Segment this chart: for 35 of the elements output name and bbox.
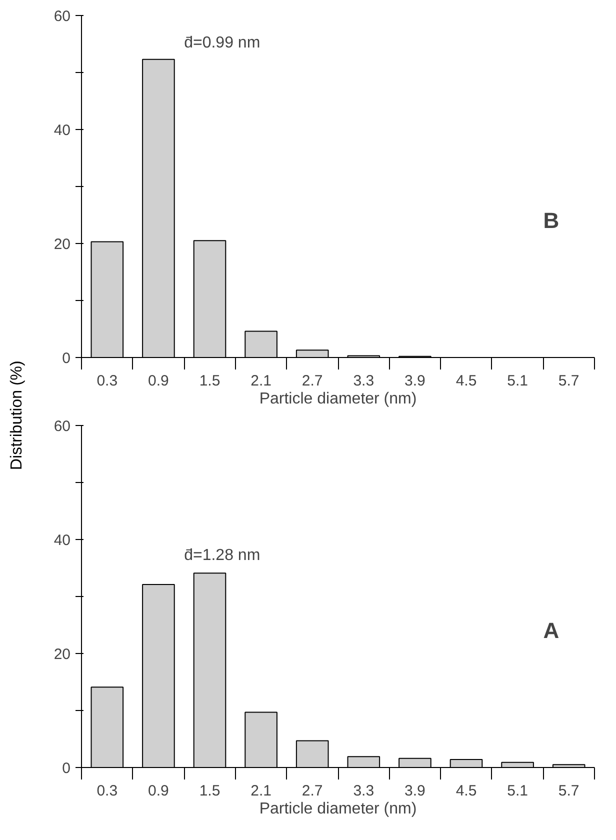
x-tick-label: 4.5 <box>456 782 477 800</box>
y-tick-label: 0 <box>62 760 70 777</box>
annotation: d̄=1.28 nm <box>184 546 260 564</box>
x-tick-label: 3.3 <box>353 372 374 390</box>
y-tick-label: 40 <box>54 532 71 549</box>
x-tick-label: 0.3 <box>96 782 118 800</box>
y-axis-title: Distribution (%) <box>8 360 27 470</box>
x-tick-label: 2.7 <box>302 372 323 390</box>
x-tick-label: 2.7 <box>302 782 323 800</box>
y-tick-label: 0 <box>62 350 70 367</box>
annotation: B <box>543 208 560 234</box>
y-tick-label: 60 <box>54 8 71 25</box>
x-tick-label: 5.7 <box>558 782 580 800</box>
x-tick-label: 1.5 <box>199 372 220 390</box>
x-tick-label: 0.9 <box>148 372 169 390</box>
x-tick-label: 0.9 <box>148 782 169 800</box>
x-tick-label: 3.9 <box>404 782 426 800</box>
x-tick-label: 1.5 <box>199 782 220 800</box>
x-tick-label: 5.1 <box>507 372 528 390</box>
x-tick-label: 2.1 <box>250 782 272 800</box>
y-tick-label: 20 <box>54 646 71 663</box>
x-tick-label: 5.7 <box>558 372 580 390</box>
y-tick-label: 20 <box>54 236 71 253</box>
annotation: A <box>543 618 560 644</box>
x-tick-label: 0.3 <box>96 372 118 390</box>
x-tick-label: 5.1 <box>507 782 528 800</box>
x-tick-label: 3.3 <box>353 782 374 800</box>
x-tick-label: 4.5 <box>456 372 477 390</box>
y-tick-label: 40 <box>54 122 71 139</box>
x-axis-title: Particle diameter (nm) <box>259 390 417 408</box>
x-tick-label: 3.9 <box>404 372 426 390</box>
x-axis-title: Particle diameter (nm) <box>259 800 417 818</box>
y-tick-label: 60 <box>54 418 71 435</box>
x-tick-label: 2.1 <box>250 372 272 390</box>
annotation: d̄=0.99 nm <box>184 34 260 52</box>
